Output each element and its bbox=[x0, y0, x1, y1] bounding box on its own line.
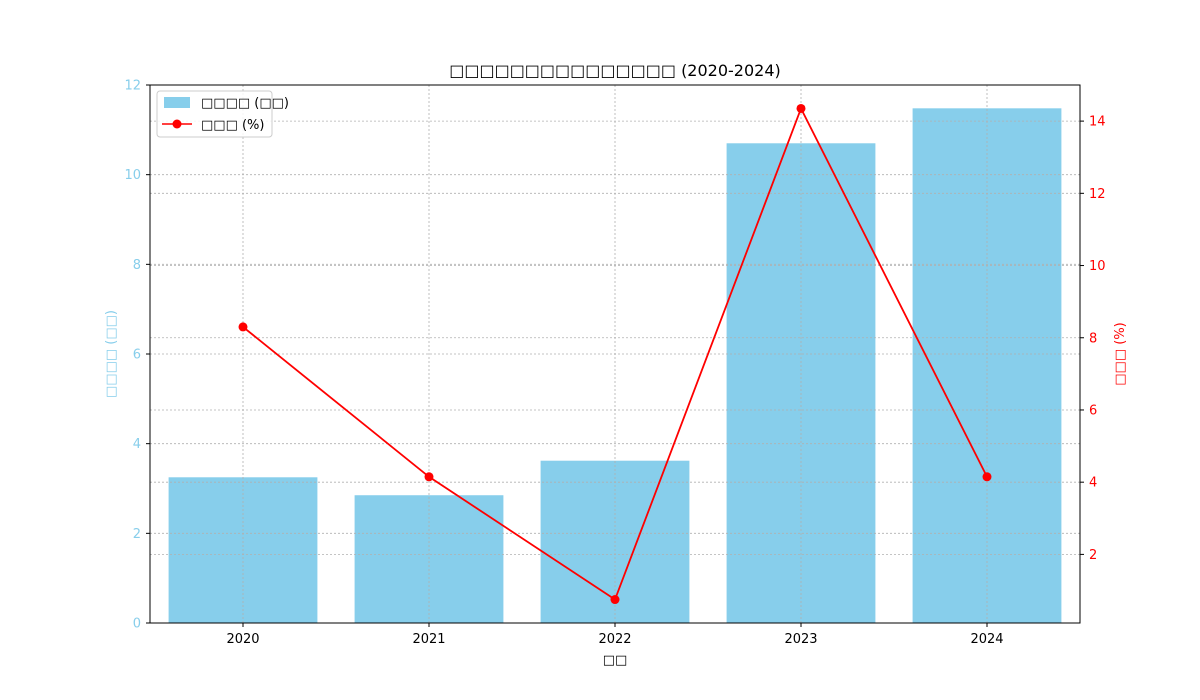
chart-title: □□□□□□□□□□□□□□□ (2020-2024) bbox=[449, 61, 781, 80]
x-tick-label-2023: 2023 bbox=[784, 632, 817, 647]
left-tick-label-12: 12 bbox=[124, 79, 141, 94]
growth-rate-point-2024 bbox=[982, 472, 992, 482]
right-tick-label-4: 4 bbox=[1089, 476, 1097, 491]
right-axis-label: □□□ (%) bbox=[1113, 322, 1128, 385]
legend-bar-label: □□□□ (□□) bbox=[201, 96, 289, 111]
right-tick-label-10: 10 bbox=[1089, 259, 1106, 274]
x-axis-label: □□ bbox=[603, 653, 628, 668]
x-tick-label-2020: 2020 bbox=[226, 632, 259, 647]
growth-rate-point-2022 bbox=[610, 595, 620, 605]
left-tick-label-4: 4 bbox=[133, 437, 141, 452]
right-tick-label-14: 14 bbox=[1089, 115, 1106, 130]
plot-area: 0 2 4 6 8 10 12 2 4 6 8 10 12 14 2020 2021 2022 2023 2024 bbox=[124, 79, 1105, 648]
left-tick-label-6: 6 bbox=[133, 348, 141, 363]
left-axis-label: □□□□ (□□) bbox=[104, 310, 119, 398]
left-tick-label-0: 0 bbox=[133, 617, 141, 632]
right-tick-label-8: 8 bbox=[1089, 331, 1097, 346]
left-tick-label-8: 8 bbox=[133, 258, 141, 273]
x-tick-label-2021: 2021 bbox=[412, 632, 445, 647]
left-tick-label-2: 2 bbox=[133, 527, 141, 542]
right-tick-label-12: 12 bbox=[1089, 187, 1106, 202]
legend: □□□□ (□□) □□□ (%) bbox=[156, 90, 289, 138]
x-tick-label-2024: 2024 bbox=[970, 632, 1003, 647]
right-tick-label-2: 2 bbox=[1089, 548, 1097, 563]
legend-bar-swatch bbox=[164, 97, 190, 108]
growth-rate-point-2020 bbox=[238, 322, 248, 332]
growth-rate-point-2023 bbox=[796, 103, 806, 113]
x-tick-label-2022: 2022 bbox=[598, 632, 631, 647]
right-tick-label-6: 6 bbox=[1089, 403, 1097, 418]
legend-line-marker bbox=[172, 119, 182, 129]
left-tick-label-10: 10 bbox=[124, 168, 141, 183]
bar-2023 bbox=[726, 143, 876, 624]
legend-line-label: □□□ (%) bbox=[201, 118, 264, 133]
growth-rate-point-2021 bbox=[424, 472, 434, 482]
